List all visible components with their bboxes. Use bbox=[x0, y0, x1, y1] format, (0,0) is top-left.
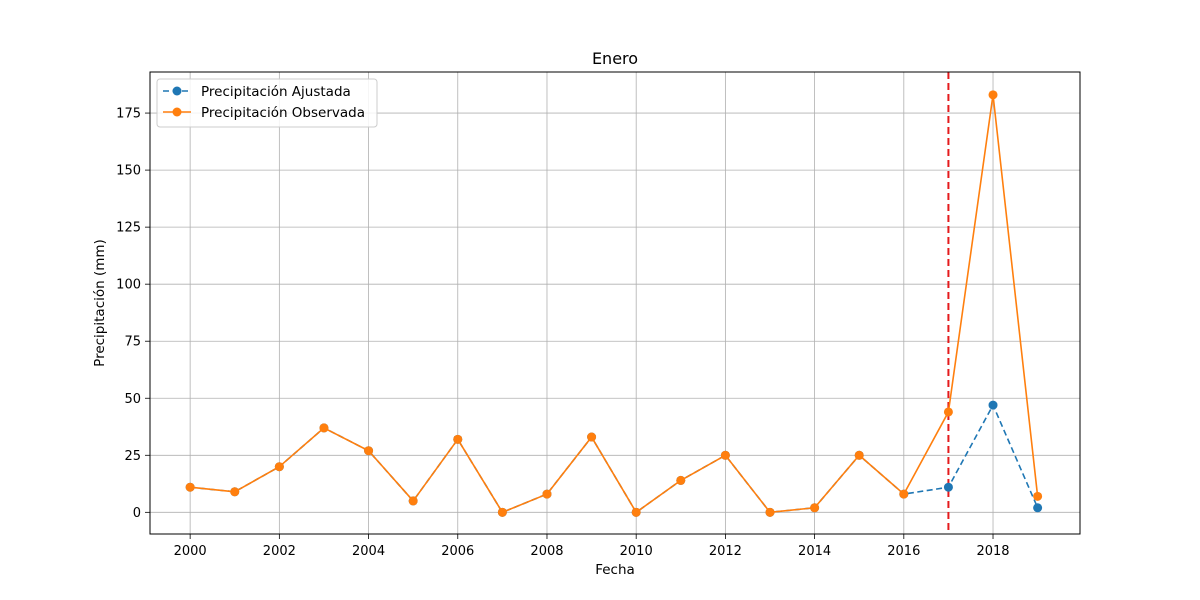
series-1-point bbox=[854, 450, 864, 460]
y-tick-label: 25 bbox=[124, 449, 141, 464]
x-tick-label: 2006 bbox=[441, 544, 474, 559]
series-1-point bbox=[943, 407, 953, 417]
legend: Precipitación Ajustada Precipitación Obs… bbox=[156, 78, 378, 128]
plot-frame bbox=[149, 71, 1081, 535]
series-1-point bbox=[587, 432, 597, 442]
legend-marker-observada bbox=[172, 107, 182, 117]
x-tick-label: 2014 bbox=[798, 544, 831, 559]
series-1-point bbox=[364, 446, 374, 456]
series-group bbox=[185, 90, 1043, 517]
y-tick-label: 50 bbox=[124, 392, 141, 407]
series-1-point bbox=[720, 450, 730, 460]
y-axis-label: Precipitación (mm) bbox=[92, 239, 108, 367]
x-tick-label: 2010 bbox=[620, 544, 653, 559]
series-0-point bbox=[988, 400, 998, 410]
series-1-point bbox=[631, 507, 641, 517]
series-1-point bbox=[899, 489, 909, 499]
y-tick-label: 0 bbox=[133, 506, 141, 521]
y-tick-label: 75 bbox=[124, 335, 141, 350]
chart-title: Enero bbox=[592, 49, 638, 68]
series-1-point bbox=[765, 507, 775, 517]
x-tick-label: 2012 bbox=[709, 544, 742, 559]
legend-box bbox=[156, 78, 378, 128]
series-0-point bbox=[1033, 503, 1043, 513]
axis-ticks: 2000 2002 2004 2006 2008 2010 2012 2014 2016 2018… bbox=[116, 107, 1009, 559]
series-1-point bbox=[274, 462, 284, 472]
x-tick-label: 2018 bbox=[976, 544, 1009, 559]
series-1-point bbox=[319, 423, 329, 433]
series-1-point bbox=[676, 475, 686, 485]
x-axis-label: Fecha bbox=[595, 562, 635, 578]
x-tick-label: 2000 bbox=[174, 544, 207, 559]
series-0-point bbox=[943, 482, 953, 492]
series-1-point bbox=[1033, 491, 1043, 501]
series-1-point bbox=[810, 503, 820, 513]
legend-label-observada: Precipitación Observada bbox=[201, 105, 365, 121]
x-tick-label: 2004 bbox=[352, 544, 385, 559]
series-1-point bbox=[453, 434, 463, 444]
y-tick-label: 175 bbox=[116, 107, 141, 122]
y-tick-label: 150 bbox=[116, 164, 141, 179]
legend-marker-ajustada bbox=[172, 86, 182, 96]
x-tick-label: 2016 bbox=[887, 544, 920, 559]
series-line-1 bbox=[190, 94, 1039, 514]
grid bbox=[150, 72, 1080, 534]
series-1-point bbox=[185, 482, 195, 492]
series-1-point bbox=[988, 90, 998, 100]
series-1-point bbox=[230, 487, 240, 497]
series-1-point bbox=[408, 496, 418, 506]
x-tick-label: 2002 bbox=[263, 544, 296, 559]
y-tick-label: 125 bbox=[116, 221, 141, 236]
legend-label-ajustada: Precipitación Ajustada bbox=[201, 84, 351, 100]
series-1-point bbox=[542, 489, 552, 499]
series-1-point bbox=[497, 507, 507, 517]
series-line-0 bbox=[190, 404, 1039, 514]
y-tick-label: 100 bbox=[116, 278, 141, 293]
x-tick-label: 2008 bbox=[530, 544, 563, 559]
